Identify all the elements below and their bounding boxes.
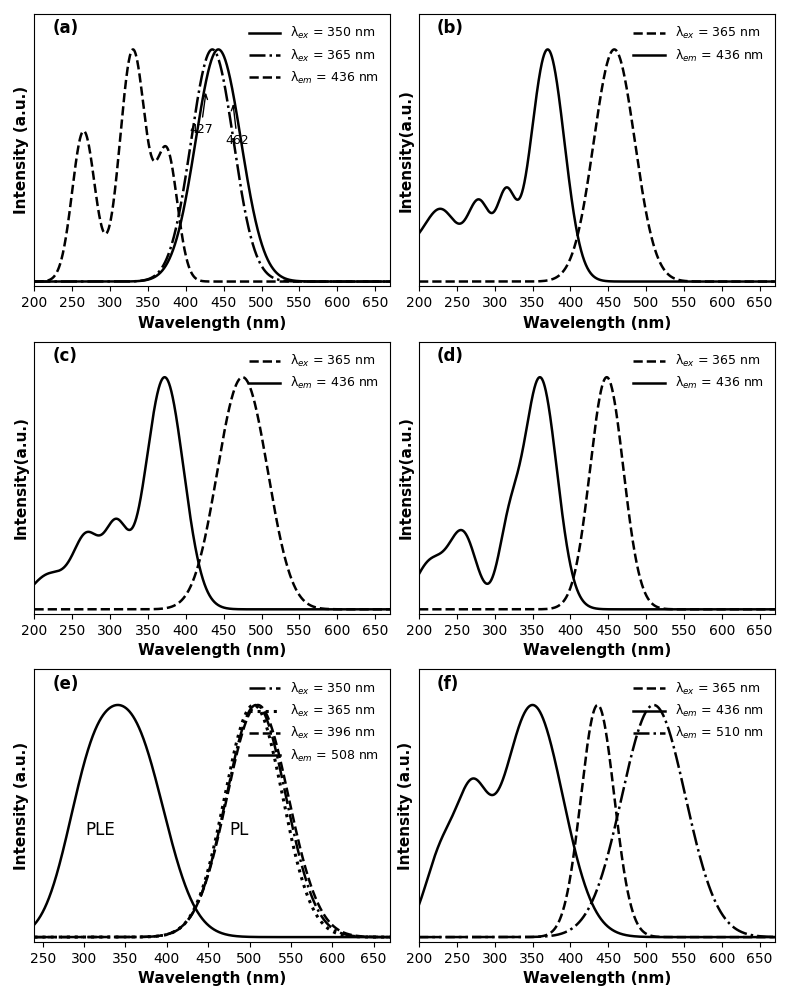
Text: PL: PL — [229, 821, 249, 839]
Text: PLE: PLE — [86, 821, 115, 839]
Text: (a): (a) — [52, 19, 78, 37]
Legend: λ$_{ex}$ = 350 nm, λ$_{ex}$ = 365 nm, λ$_{em}$ = 436 nm: λ$_{ex}$ = 350 nm, λ$_{ex}$ = 365 nm, λ$… — [243, 20, 384, 91]
Text: (e): (e) — [52, 675, 79, 693]
Legend: λ$_{ex}$ = 365 nm, λ$_{em}$ = 436 nm: λ$_{ex}$ = 365 nm, λ$_{em}$ = 436 nm — [243, 348, 384, 396]
X-axis label: Wavelength (nm): Wavelength (nm) — [523, 971, 671, 986]
Legend: λ$_{ex}$ = 365 nm, λ$_{em}$ = 436 nm: λ$_{ex}$ = 365 nm, λ$_{em}$ = 436 nm — [628, 348, 769, 396]
Y-axis label: Intensity (a.u.): Intensity (a.u.) — [14, 86, 29, 214]
Y-axis label: Intensity (a.u.): Intensity (a.u.) — [14, 742, 29, 870]
Text: (d): (d) — [437, 347, 464, 365]
X-axis label: Wavelength (nm): Wavelength (nm) — [523, 316, 671, 331]
Text: (c): (c) — [52, 347, 77, 365]
Y-axis label: Intensity(a.u.): Intensity(a.u.) — [398, 89, 413, 212]
X-axis label: Wavelength (nm): Wavelength (nm) — [138, 316, 287, 331]
Y-axis label: Intensity (a.u.): Intensity (a.u.) — [398, 742, 413, 870]
X-axis label: Wavelength (nm): Wavelength (nm) — [138, 643, 287, 658]
Text: (b): (b) — [437, 19, 464, 37]
Legend: λ$_{ex}$ = 365 nm, λ$_{em}$ = 436 nm, λ$_{em}$ = 510 nm: λ$_{ex}$ = 365 nm, λ$_{em}$ = 436 nm, λ$… — [628, 676, 769, 746]
Legend: λ$_{ex}$ = 365 nm, λ$_{em}$ = 436 nm: λ$_{ex}$ = 365 nm, λ$_{em}$ = 436 nm — [628, 20, 769, 69]
X-axis label: Wavelength (nm): Wavelength (nm) — [138, 971, 287, 986]
Text: 427: 427 — [189, 94, 213, 136]
Text: 462: 462 — [225, 106, 249, 147]
Y-axis label: Intensity(a.u.): Intensity(a.u.) — [398, 416, 413, 539]
X-axis label: Wavelength (nm): Wavelength (nm) — [523, 643, 671, 658]
Text: (f): (f) — [437, 675, 459, 693]
Legend: λ$_{ex}$ = 350 nm, λ$_{ex}$ = 365 nm, λ$_{ex}$ = 396 nm, λ$_{em}$ = 508 nm: λ$_{ex}$ = 350 nm, λ$_{ex}$ = 365 nm, λ$… — [243, 676, 384, 769]
Y-axis label: Intensity(a.u.): Intensity(a.u.) — [14, 416, 29, 539]
